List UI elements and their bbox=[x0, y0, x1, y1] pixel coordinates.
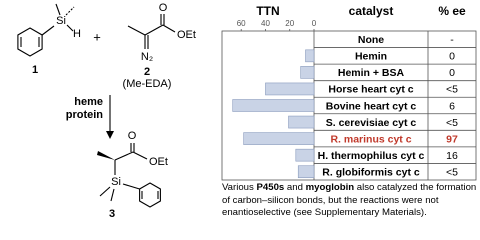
catalyst-label: None bbox=[358, 34, 384, 46]
compound-name: (Me-EDA) bbox=[123, 78, 172, 90]
bar bbox=[295, 148, 315, 162]
column-header: % ee bbox=[438, 4, 466, 18]
atom: O bbox=[159, 2, 168, 14]
x-tick-label: 60 bbox=[237, 19, 246, 28]
bar bbox=[265, 82, 315, 96]
x-tick-label: 20 bbox=[285, 19, 294, 28]
atom: Si bbox=[111, 176, 121, 188]
compound-label: 3 bbox=[109, 208, 115, 220]
bar bbox=[243, 132, 315, 145]
ee-value: 16 bbox=[446, 150, 458, 162]
bond bbox=[127, 25, 146, 36]
ee-value: <5 bbox=[446, 117, 458, 129]
bond bbox=[66, 24, 74, 32]
caption-text: P450s bbox=[256, 182, 285, 193]
bar bbox=[232, 99, 315, 112]
column-header: catalyst bbox=[349, 4, 394, 18]
caption: Various P450s and myoglobin also catalyz… bbox=[222, 182, 478, 220]
bond bbox=[162, 24, 176, 33]
catalyst-label: Hemin bbox=[355, 51, 387, 63]
atom: H bbox=[73, 28, 81, 40]
atom: N₂ bbox=[141, 51, 153, 63]
x-tick-label: 40 bbox=[261, 19, 270, 28]
catalyst-label: Hemin + BSA bbox=[338, 67, 405, 79]
bond bbox=[55, 3, 61, 16]
caption-text: myoglobin bbox=[305, 182, 355, 193]
compound-label: 1 bbox=[32, 64, 38, 76]
caption-text: and bbox=[286, 182, 303, 193]
phenyl-ring bbox=[139, 182, 161, 208]
table-frame bbox=[221, 30, 477, 181]
reagent: protein bbox=[66, 109, 104, 121]
catalyst-label: Bovine heart cyt c bbox=[326, 100, 417, 112]
bar bbox=[288, 115, 315, 129]
catalyst-label: R. globiformis cyt c bbox=[322, 167, 420, 179]
caption-text: also catalyzed the formation of carbon–s… bbox=[222, 182, 477, 218]
bar bbox=[300, 66, 315, 79]
bond bbox=[144, 24, 164, 36]
bond bbox=[99, 186, 111, 197]
catalyst-label: R. marinus cyt c bbox=[330, 133, 411, 145]
atom: Si bbox=[56, 15, 66, 27]
plus: + bbox=[93, 29, 101, 44]
ee-value: 0 bbox=[449, 67, 455, 79]
axis-title: TTN bbox=[256, 4, 279, 18]
reagent: heme bbox=[74, 96, 103, 108]
bond bbox=[132, 151, 148, 160]
atom: O bbox=[128, 130, 137, 142]
bar bbox=[305, 49, 315, 63]
compound-label: 2 bbox=[144, 66, 150, 78]
ee-value: 97 bbox=[446, 133, 458, 145]
caption-text: Various bbox=[222, 182, 254, 193]
x-tick-label: 0 bbox=[312, 19, 317, 28]
scheme-and-table: Si H 1 + N₂ O OEt 2 (Me-EDA) heme protei… bbox=[17, 2, 477, 220]
bond bbox=[122, 183, 140, 190]
ee-value: 0 bbox=[449, 51, 455, 63]
ee-value: <5 bbox=[446, 167, 458, 179]
ee-value: <5 bbox=[446, 84, 458, 96]
bond bbox=[65, 6, 75, 16]
ee-value: - bbox=[450, 34, 454, 46]
wedge-bond bbox=[97, 151, 115, 160]
arrow-head bbox=[106, 131, 114, 139]
catalyst-label: S. cerevisiae cyt c bbox=[326, 117, 417, 129]
bond bbox=[41, 25, 55, 36]
bar bbox=[297, 165, 315, 179]
bond bbox=[110, 188, 115, 202]
bond bbox=[114, 151, 134, 161]
figure: Si H 1 + N₂ O OEt 2 (Me-EDA) heme protei… bbox=[17, 1, 478, 220]
atom: OEt bbox=[177, 29, 196, 41]
catalyst-label: H. thermophilus cyt c bbox=[318, 150, 425, 162]
atom: OEt bbox=[149, 156, 168, 168]
ee-value: 6 bbox=[449, 100, 455, 112]
catalyst-label: Horse heart cyt c bbox=[328, 84, 413, 96]
